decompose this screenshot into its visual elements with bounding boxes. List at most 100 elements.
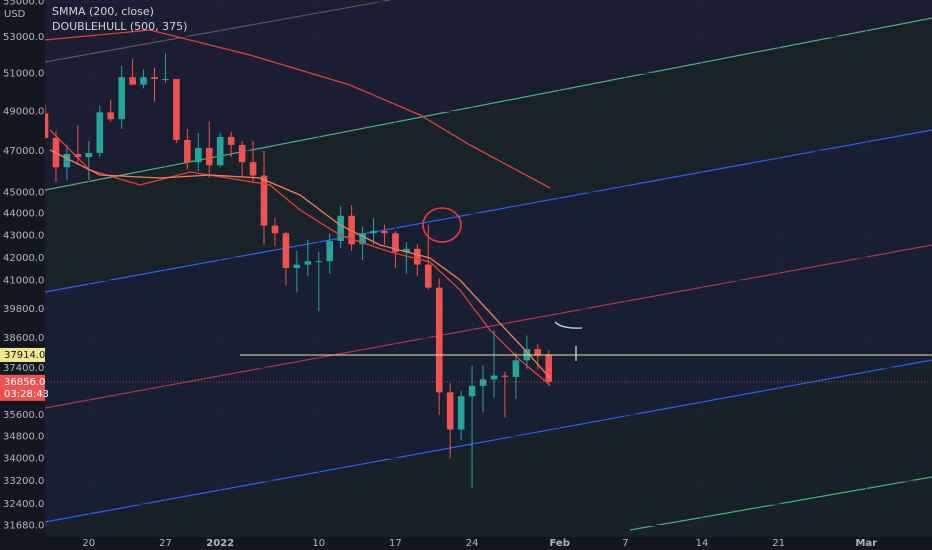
- candle-body: [151, 77, 158, 80]
- candle-body: [501, 375, 509, 377]
- candle-body: [107, 112, 114, 120]
- candle-body: [293, 264, 301, 269]
- indicator-label: SMMA (200, close): [52, 5, 154, 18]
- y-tick-label: 44000.0: [3, 209, 44, 220]
- candle-body: [326, 240, 334, 262]
- channel-line: [44, 17, 932, 191]
- candle-body: [446, 392, 454, 430]
- y-tick-label: 53000.0: [3, 32, 44, 43]
- y-tick-label: 51000.0: [3, 68, 44, 79]
- candle-body: [370, 231, 377, 234]
- countdown: 03:28:43: [4, 389, 49, 400]
- y-tick-label: 38600.0: [3, 333, 44, 344]
- y-tick-label: 43000.0: [3, 230, 44, 241]
- channel-line: [44, 359, 932, 523]
- candle-body: [392, 233, 399, 253]
- axes: 55000.0 53000.0 51000.0 49000.0 47000.0 45000…: [0, 0, 877, 549]
- levels: [45, 354, 932, 383]
- candle-body: [227, 136, 235, 145]
- y-tick-label: 37400.0: [3, 363, 44, 374]
- level-label: 37914.0: [4, 350, 45, 361]
- x-tick-label: 27: [159, 538, 172, 549]
- candle-body: [195, 147, 202, 163]
- candle-body: [424, 264, 432, 288]
- candle-body: [381, 231, 388, 234]
- y-tick-label: 35600.0: [3, 410, 44, 421]
- candle-body: [216, 136, 224, 166]
- x-tick-label: 14: [696, 538, 709, 549]
- drawn-stroke: [554, 321, 583, 329]
- y-axis-panel: [0, 0, 45, 537]
- y-tick-label: 41000.0: [3, 276, 44, 287]
- candle-body: [468, 385, 476, 397]
- indicator-lines: [44, 29, 583, 386]
- x-tick-label: 24: [466, 538, 479, 549]
- candle-body: [304, 261, 312, 265]
- smma-line: [44, 29, 551, 189]
- hull-line: [49, 129, 551, 386]
- channel-line: [629, 476, 932, 531]
- x-tick-label: Mar: [855, 538, 877, 549]
- y-tick-label: 55000.0: [3, 0, 44, 8]
- drawn-circle: [422, 207, 462, 243]
- y-tick-label: 39800.0: [3, 304, 44, 315]
- candle-body: [479, 379, 487, 386]
- x-tick-label: 17: [389, 538, 402, 549]
- candle-body: [490, 375, 498, 380]
- x-axis-panel: [0, 537, 932, 550]
- x-tick-label: 20: [82, 538, 95, 549]
- candle-body: [403, 248, 410, 253]
- candle-body: [534, 349, 542, 356]
- y-tick-label: 34000.0: [3, 453, 44, 464]
- level-box: [0, 347, 45, 362]
- y-tick-label: 34800.0: [3, 431, 44, 442]
- candle-body: [348, 215, 355, 245]
- last-price-label: 36856.0: [4, 377, 45, 388]
- x-tick-label: 2022: [206, 538, 234, 549]
- candle-body: [545, 355, 553, 382]
- candle-body: [184, 139, 191, 163]
- candle-body: [435, 287, 443, 393]
- channel-line: [44, 0, 391, 63]
- candle-body: [205, 147, 213, 166]
- candle-body: [271, 225, 279, 234]
- channel-fill: [45, 360, 932, 537]
- y-tick-label: 49000.0: [3, 106, 44, 117]
- candle-body: [315, 261, 323, 263]
- x-tick-label: 7: [622, 538, 628, 549]
- channel-line: [44, 244, 932, 409]
- candle-body: [457, 396, 465, 430]
- x-tick-label: 21: [772, 538, 785, 549]
- candle-body: [96, 112, 104, 154]
- candle-body: [162, 79, 169, 81]
- candle-body: [414, 248, 421, 265]
- candle-body: [512, 360, 520, 377]
- y-tick-label: 33200.0: [3, 476, 44, 487]
- last-price-box: [0, 374, 45, 401]
- y-tick-label: 42000.0: [3, 253, 44, 264]
- candle-body: [74, 154, 82, 158]
- candle-body: [260, 175, 268, 226]
- candle-body: [85, 153, 93, 158]
- candle-body: [282, 233, 290, 269]
- y-tick-label: 31680.0: [3, 521, 44, 532]
- grid: [45, 0, 932, 537]
- y-tick-label: 45000.0: [3, 187, 44, 198]
- y-tick-label: 32400.0: [3, 499, 44, 510]
- channel-fill: [45, 0, 932, 190]
- y-tick-label: 47000.0: [3, 146, 44, 157]
- x-tick-label: 10: [312, 538, 325, 549]
- candle-body: [129, 77, 136, 85]
- candle-body: [63, 154, 71, 168]
- x-tick-label: Feb: [549, 538, 569, 549]
- candles: [41, 53, 553, 489]
- candle-body: [359, 233, 366, 245]
- candle-body: [337, 215, 344, 241]
- candle-body: [249, 162, 257, 176]
- candle-body: [140, 77, 147, 85]
- candle-body: [238, 144, 246, 163]
- indicator-label: DOUBLEHULL (500, 375): [52, 20, 187, 33]
- hull-line: [49, 149, 551, 379]
- candle-body: [173, 79, 180, 140]
